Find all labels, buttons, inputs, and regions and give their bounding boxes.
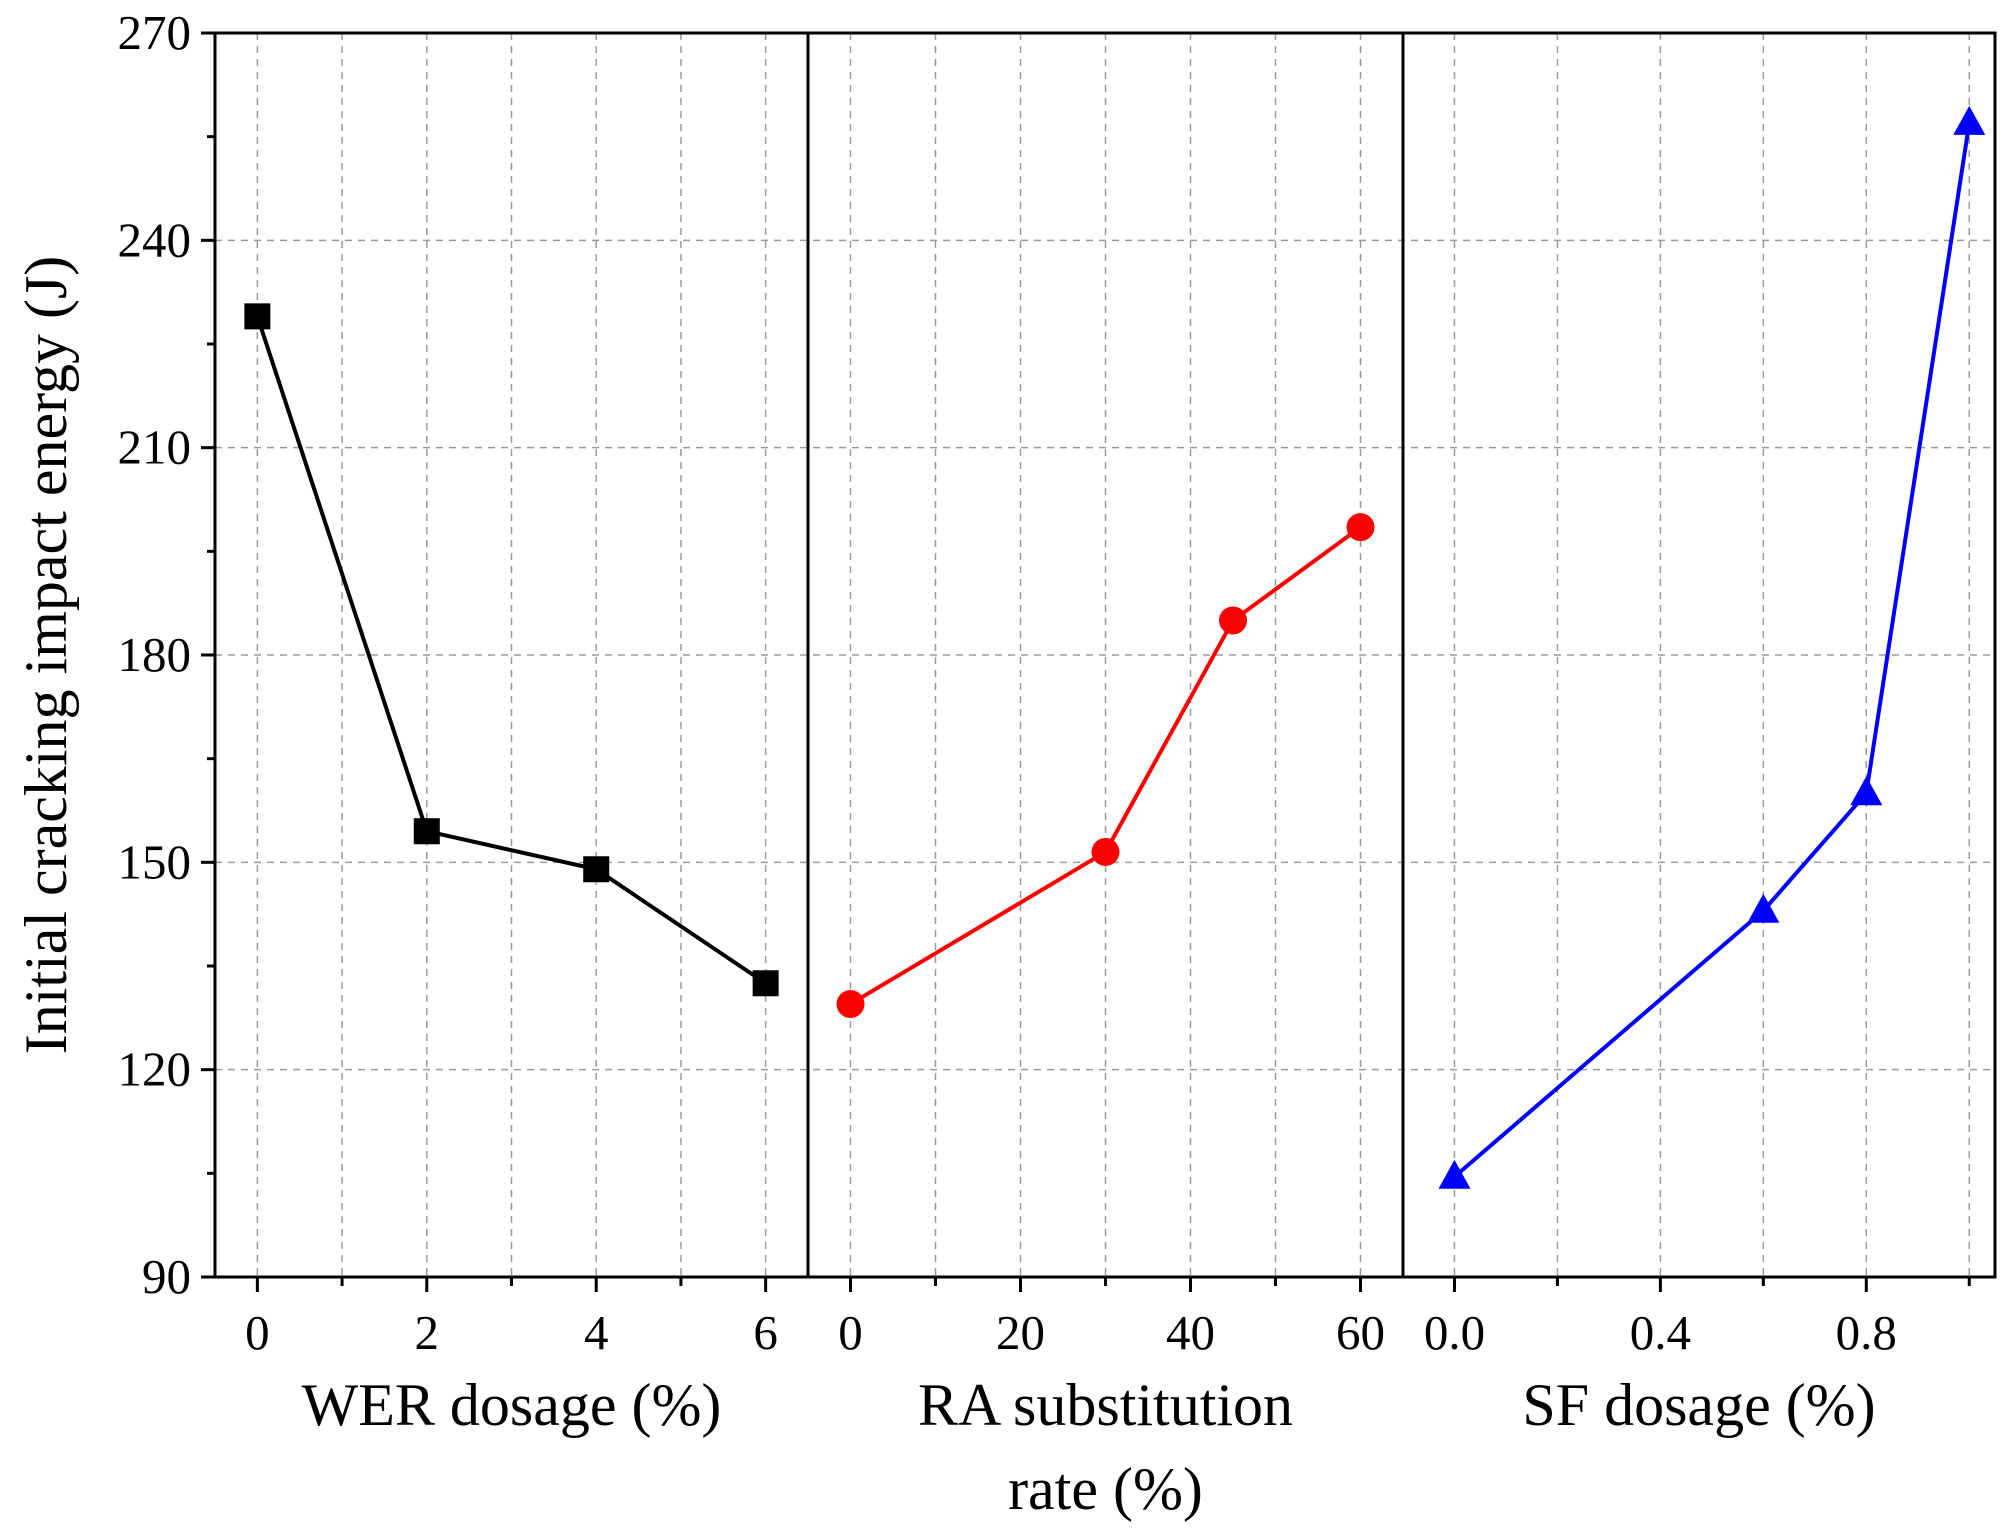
x-tick-label: 0.4 — [1630, 1305, 1691, 1360]
x-tick-label: 40 — [1166, 1305, 1215, 1360]
x-tick-label: 20 — [996, 1305, 1045, 1360]
chart: 90120150180210240270Initial cracking imp… — [0, 0, 2010, 1533]
x-tick-label: 0 — [245, 1305, 270, 1360]
x-tick-label: 60 — [1336, 1305, 1385, 1360]
axes-layer — [201, 33, 1995, 1292]
y-tick-label: 240 — [118, 212, 192, 267]
y-tick-label: 210 — [118, 420, 192, 475]
y-tick-label: 150 — [118, 834, 192, 889]
y-tick-label: 180 — [118, 627, 192, 682]
y-tick-label: 120 — [118, 1042, 192, 1097]
series-layer — [244, 106, 1985, 1189]
x-axis-title: WER dosage (%) — [302, 1372, 722, 1438]
series-line-sf — [1454, 123, 1969, 1177]
data-point-wer — [753, 970, 779, 996]
x-tick-label: 0.0 — [1424, 1305, 1485, 1360]
data-point-sf — [1438, 1160, 1470, 1189]
x-tick-label: 0 — [838, 1305, 863, 1360]
data-point-ra — [1219, 606, 1247, 634]
data-point-sf — [1850, 776, 1882, 805]
x-tick-label: 0.8 — [1836, 1305, 1897, 1360]
x-tick-label: 6 — [753, 1305, 778, 1360]
x-axis-title: RA substitution — [918, 1372, 1293, 1438]
x-axis-title: SF dosage (%) — [1522, 1372, 1875, 1438]
data-point-ra — [1092, 838, 1120, 866]
grid-layer — [215, 33, 1995, 1277]
x-tick-label: 2 — [415, 1305, 440, 1360]
data-point-wer — [583, 856, 609, 882]
data-point-sf — [1953, 106, 1985, 135]
data-point-ra — [837, 990, 865, 1018]
data-point-wer — [414, 818, 440, 844]
x-tick-label: 4 — [584, 1305, 609, 1360]
y-axis-title: Initial cracking impact energy (J) — [13, 256, 79, 1055]
y-tick-label: 90 — [142, 1249, 191, 1304]
y-tick-label: 270 — [118, 5, 192, 60]
x-axis-title: rate (%) — [1008, 1456, 1203, 1522]
data-point-wer — [244, 303, 270, 329]
data-point-ra — [1347, 513, 1375, 541]
